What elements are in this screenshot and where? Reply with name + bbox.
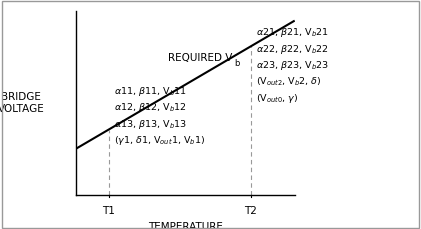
Text: $\alpha$12, $\beta$12, V$_b$12: $\alpha$12, $\beta$12, V$_b$12 — [114, 101, 187, 114]
Text: BRIDGE
VOLTAGE: BRIDGE VOLTAGE — [0, 92, 45, 114]
Text: ($\gamma$1, $\delta$1, V$_{out}$1, V$_b$1): ($\gamma$1, $\delta$1, V$_{out}$1, V$_b$… — [114, 134, 205, 147]
Text: (V$_{out0}$, $\gamma$): (V$_{out0}$, $\gamma$) — [256, 92, 298, 105]
Text: $\alpha$21, $\beta$21, V$_b$21: $\alpha$21, $\beta$21, V$_b$21 — [256, 26, 329, 39]
Text: TEMPERATURE: TEMPERATURE — [148, 222, 223, 229]
Text: $\alpha$11, $\beta$11, V$_b$11: $\alpha$11, $\beta$11, V$_b$11 — [114, 85, 187, 98]
Text: b: b — [234, 59, 240, 68]
Text: (V$_{out2}$, V$_b$2, $\delta$): (V$_{out2}$, V$_b$2, $\delta$) — [256, 76, 322, 88]
Text: REQUIRED V: REQUIRED V — [168, 53, 232, 63]
Text: $\alpha$23, $\beta$23, V$_b$23: $\alpha$23, $\beta$23, V$_b$23 — [256, 59, 330, 72]
Text: T2: T2 — [245, 206, 257, 216]
Text: $\alpha$22, $\beta$22, V$_b$22: $\alpha$22, $\beta$22, V$_b$22 — [256, 43, 329, 56]
Text: $\alpha$13, $\beta$13, V$_b$13: $\alpha$13, $\beta$13, V$_b$13 — [114, 118, 187, 131]
Text: T1: T1 — [102, 206, 115, 216]
